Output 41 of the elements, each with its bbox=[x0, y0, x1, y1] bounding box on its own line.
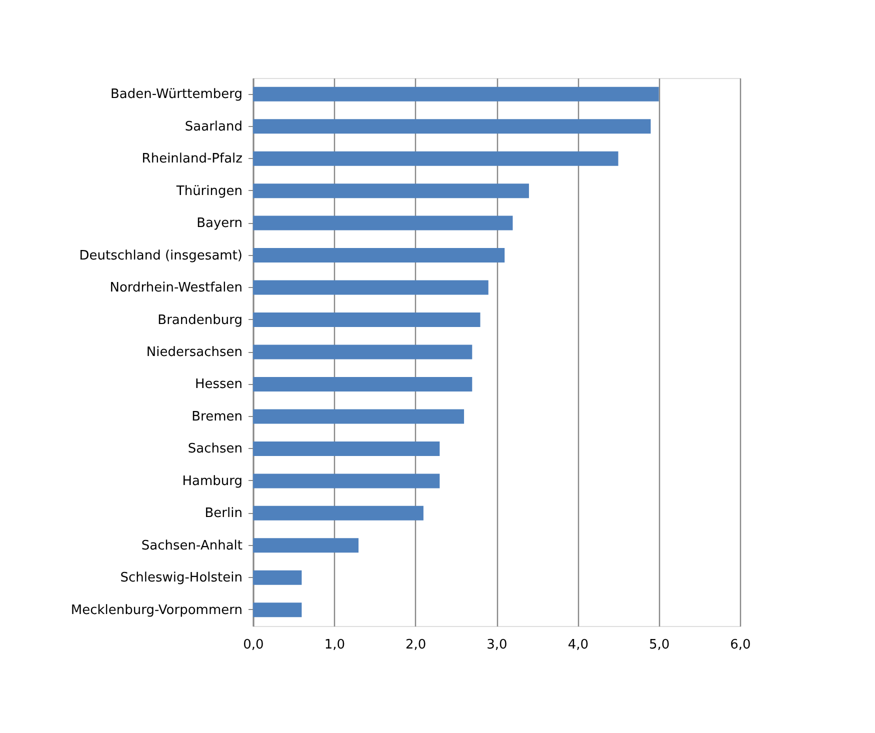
y-tick-label: Hessen bbox=[194, 377, 242, 392]
bar bbox=[253, 570, 302, 585]
y-tick-label: Mecklenburg-Vorpommern bbox=[70, 602, 242, 618]
x-tick-label: 5,0 bbox=[648, 638, 670, 652]
y-tick-label: Brandenburg bbox=[158, 312, 242, 328]
x-tick-label: 0,0 bbox=[243, 638, 264, 652]
bar bbox=[253, 376, 472, 392]
bar bbox=[253, 151, 618, 166]
y-tick-label: Nordrhein-Westfalen bbox=[110, 280, 242, 296]
y-tick-label: Hamburg bbox=[182, 474, 242, 489]
bar bbox=[253, 119, 651, 134]
bar bbox=[253, 280, 488, 295]
bar bbox=[253, 474, 440, 488]
x-tick-label: 3,0 bbox=[486, 638, 508, 652]
y-tick-label: Rheinland-Pfalz bbox=[142, 152, 243, 167]
bar bbox=[253, 312, 480, 328]
y-tick-label: Deutschland (insgesamt) bbox=[79, 248, 242, 264]
bar bbox=[253, 602, 302, 618]
x-tick-label: 2,0 bbox=[405, 638, 426, 652]
bar bbox=[253, 184, 529, 198]
bar bbox=[253, 409, 464, 424]
bar bbox=[253, 538, 359, 553]
bar bbox=[253, 506, 424, 520]
bar bbox=[253, 441, 440, 456]
y-tick-label: Bremen bbox=[192, 409, 242, 424]
y-tick-label: Thüringen bbox=[175, 184, 242, 199]
bar bbox=[253, 248, 505, 263]
y-tick-label: Niedersachsen bbox=[146, 345, 242, 360]
bar bbox=[253, 216, 513, 230]
y-tick-label: Sachsen-Anhalt bbox=[141, 538, 242, 554]
y-tick-label: Saarland bbox=[184, 119, 242, 134]
x-tick-label: 6,0 bbox=[730, 638, 751, 652]
x-tick-label: 1,0 bbox=[324, 638, 346, 652]
y-tick-label: Bayern bbox=[196, 216, 242, 232]
y-tick-label: Berlin bbox=[204, 506, 242, 522]
x-tick-label: 4,0 bbox=[568, 638, 589, 652]
y-tick-label: Baden-Württemberg bbox=[110, 87, 242, 102]
y-tick-label: Schleswig-Holstein bbox=[120, 570, 242, 586]
bar bbox=[253, 344, 472, 360]
bar bbox=[253, 86, 659, 102]
y-tick-label: Sachsen bbox=[188, 442, 242, 457]
